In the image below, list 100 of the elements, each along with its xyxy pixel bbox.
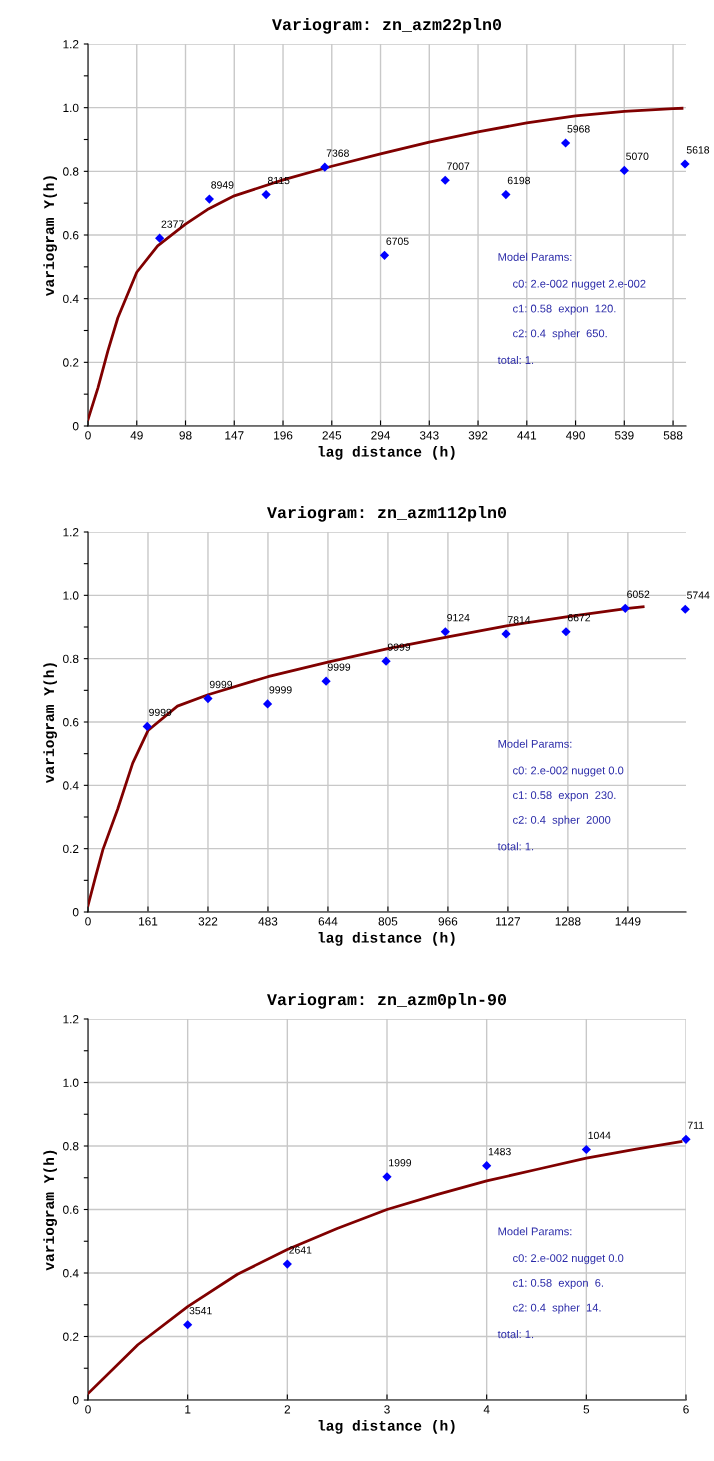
annotation: Model Params:: [498, 252, 572, 261]
y-tick-label: 0.8: [63, 654, 79, 664]
annotation: c2: 0.4 spher 2000: [513, 815, 611, 826]
x-tick-label: 196: [274, 431, 293, 440]
point: [501, 629, 511, 639]
annotation: 9999: [209, 680, 233, 689]
x-tick-label: 1127: [496, 917, 521, 926]
x-tick-label: 1288: [555, 917, 581, 926]
annotation: Model Params:: [498, 739, 572, 748]
x-tick-label: 0: [85, 431, 91, 440]
x-tick-label: 147: [225, 431, 244, 440]
y-tick-label: 0.2: [63, 1332, 79, 1341]
annotation: c2: 0.4 spher 650.: [513, 329, 607, 340]
x-tick-label: 490: [565, 431, 585, 440]
y-tick-label: 0: [72, 1396, 79, 1405]
x-tick-label: 805: [378, 917, 398, 926]
x-tick-label: 0: [85, 1405, 91, 1414]
annotation: 5744: [687, 591, 710, 599]
x-tick-label: 6: [683, 1405, 689, 1414]
y-tick-label: 0.2: [63, 358, 79, 367]
x-tick-label: 343: [419, 431, 439, 440]
x-axis-title: lag distance (h): [318, 1420, 455, 1434]
y-axis-title: variogram Y(h): [43, 1150, 58, 1271]
annotation: 5618: [686, 146, 710, 154]
chart-title: Variogram: zn_azm0pln-90: [266, 993, 507, 1009]
point: [680, 159, 690, 169]
y-tick-label: 0.4: [63, 781, 79, 790]
y-tick-label: 0: [72, 422, 79, 431]
annotation: Model Params:: [498, 1227, 572, 1236]
annotation: c0: 2.e-002 nugget 0.0: [513, 766, 624, 777]
annotation: 2377: [161, 220, 184, 228]
annotation: total: 1.: [497, 355, 534, 365]
annotation: c1: 0.58 expon 230.: [513, 791, 616, 802]
annotation: 6705: [386, 237, 409, 245]
y-tick-label: 0: [72, 908, 79, 917]
annotation: 2641: [289, 1246, 312, 1254]
annotation: 6672: [567, 613, 591, 622]
point: [440, 627, 450, 637]
point: [142, 721, 152, 732]
annotation: 7814: [507, 616, 531, 624]
point: [681, 1134, 691, 1144]
point: [482, 1161, 492, 1171]
annotation: 9999: [327, 663, 351, 671]
point: [183, 1320, 193, 1330]
point: [379, 250, 390, 260]
annotation: 1044: [588, 1131, 611, 1140]
annotation: 9999: [269, 686, 292, 694]
point: [561, 627, 571, 637]
y-axis-title: variogram Y(h): [43, 663, 58, 784]
annotation: 6198: [507, 176, 531, 185]
annotation: 7007: [447, 162, 470, 170]
chart-title: Variogram: zn_azm22pln0: [271, 18, 502, 34]
point: [620, 603, 630, 613]
annotation: 9124: [447, 613, 470, 622]
x-tick-label: 3: [384, 1405, 390, 1414]
point: [320, 162, 330, 172]
annotation: 5070: [626, 152, 649, 160]
x-tick-label: 966: [438, 917, 458, 926]
y-tick-label: 1.0: [63, 1078, 79, 1087]
line-series: [88, 106, 684, 422]
y-tick-label: 0.6: [63, 231, 79, 240]
chart-title: Variogram: zn_azm112pln0: [266, 506, 507, 522]
x-tick-label: 539: [614, 431, 634, 440]
point: [561, 138, 571, 148]
x-tick-label: 2: [284, 1405, 291, 1414]
y-tick-label: 1.2: [63, 40, 79, 49]
point: [155, 233, 165, 243]
x-tick-label: 1449: [615, 917, 641, 926]
x-tick-label: 245: [322, 431, 342, 440]
point: [382, 1172, 392, 1182]
point: [381, 656, 391, 666]
annotation: c1: 0.58 expon 6.: [513, 1278, 603, 1289]
point: [261, 189, 271, 200]
y-tick-label: 0.8: [63, 167, 79, 176]
line-series: [88, 605, 645, 908]
annotation: 6052: [627, 590, 650, 598]
point: [282, 1259, 292, 1269]
point: [321, 676, 331, 686]
annotation: total: 1.: [497, 1330, 534, 1339]
x-tick-label: 49: [130, 431, 143, 440]
y-axis-title: variogram Y(h): [43, 176, 58, 297]
x-tick-label: 483: [258, 917, 278, 926]
point: [203, 693, 213, 704]
point: [440, 175, 450, 185]
annotation: c0: 2.e-002 nugget 0.0: [513, 1254, 624, 1265]
point: [204, 194, 214, 204]
y-tick-label: 0.6: [63, 1205, 79, 1214]
annotation: 8949: [211, 181, 234, 189]
y-tick-label: 1.2: [63, 528, 79, 537]
x-tick-label: 0: [85, 917, 91, 926]
y-tick-label: 1.2: [63, 1015, 79, 1024]
y-tick-label: 0.4: [63, 1269, 79, 1278]
x-tick-label: 161: [139, 917, 158, 926]
annotation: 7368: [326, 149, 349, 157]
point: [501, 189, 511, 200]
point: [619, 165, 629, 175]
x-tick-label: 98: [179, 431, 192, 440]
annotation: total: 1.: [497, 842, 534, 851]
annotation: c1: 0.58 expon 120.: [513, 304, 616, 315]
annotation: c2: 0.4 spher 14.: [513, 1303, 601, 1314]
